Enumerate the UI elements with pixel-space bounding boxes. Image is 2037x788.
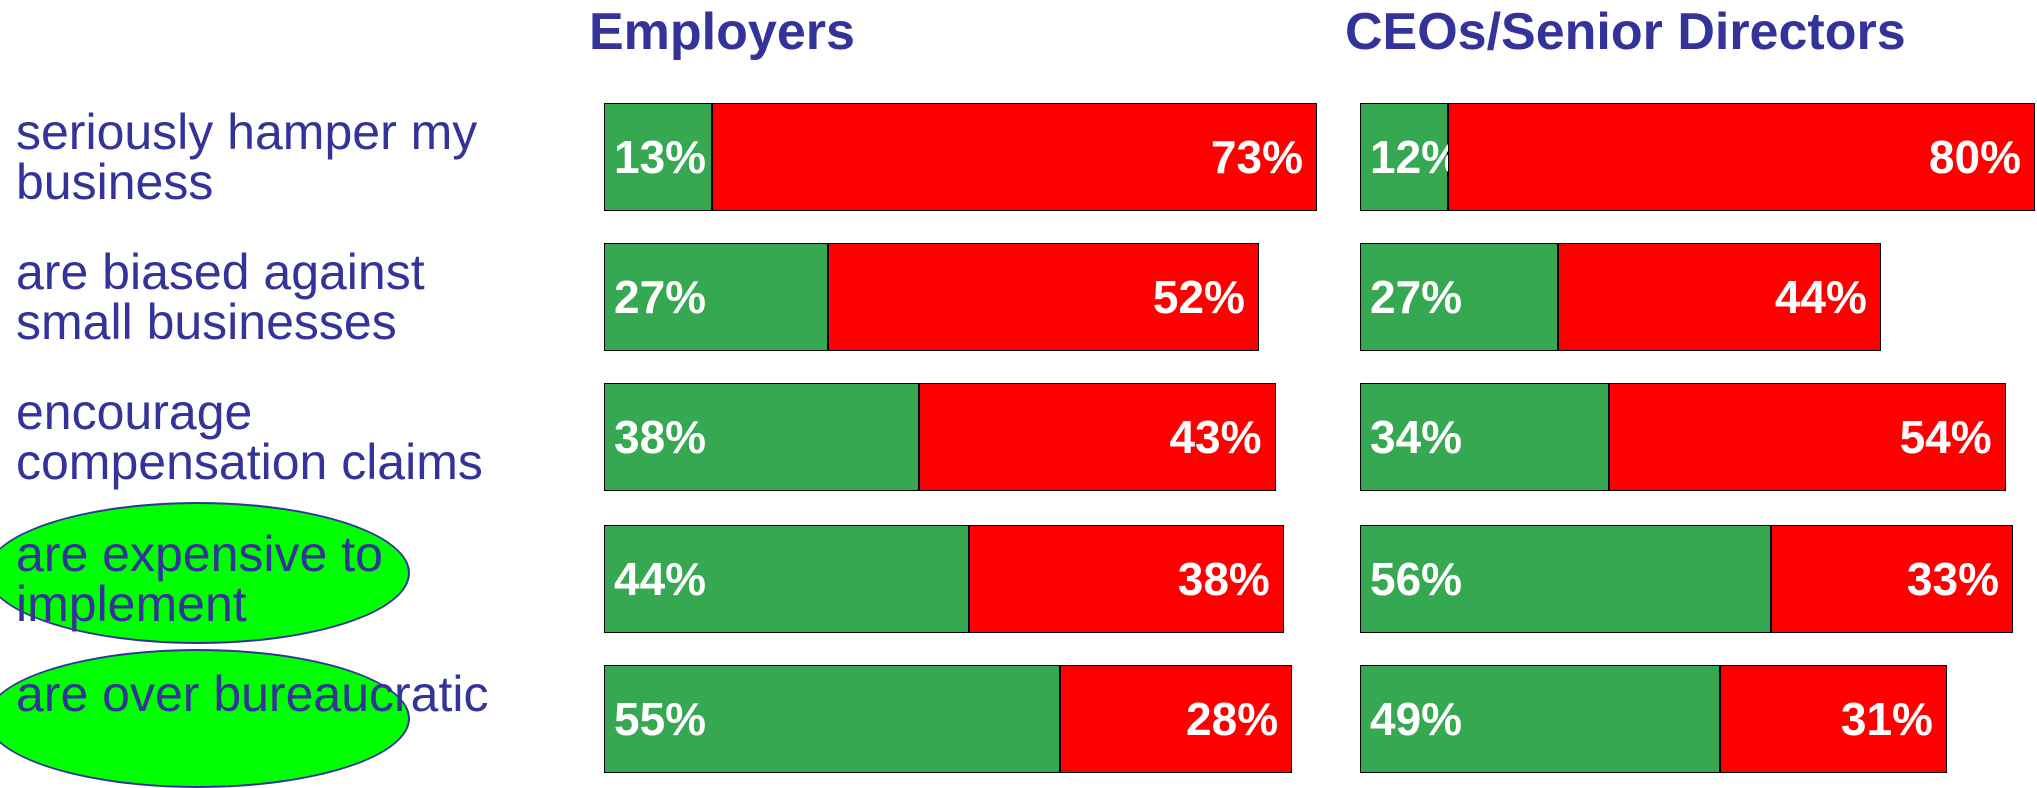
bar-segment (1609, 383, 2006, 491)
bar-segment (1360, 103, 1449, 211)
value-label: 38% (1177, 553, 1270, 605)
highlight-ellipse (0, 649, 410, 788)
value-label: 38% (614, 411, 707, 463)
value-label: 13% (614, 131, 707, 183)
bar-segment (1448, 103, 2035, 211)
bar-segment (604, 525, 969, 633)
bar-segment (1558, 243, 1881, 351)
bar-segment (827, 243, 1259, 351)
value-label: 80% (1928, 131, 2021, 183)
value-label: 54% (1899, 411, 1992, 463)
value-label: 34% (1370, 411, 1463, 463)
bar-segment (604, 243, 828, 351)
bar-segment (604, 383, 920, 491)
category-label: are biased against small businesses (16, 244, 425, 350)
value-label: 27% (1370, 271, 1463, 323)
value-label: 33% (1906, 553, 1999, 605)
category-label: encourage compensation claims (16, 384, 483, 490)
chart-title: CEOs/Senior Directors (1345, 3, 1906, 61)
value-label: 31% (1840, 693, 1933, 745)
bar-segment (1360, 525, 1771, 633)
bar-segment (604, 665, 1060, 773)
category-label: are expensive to implement (16, 526, 383, 632)
bar-segment (968, 525, 1284, 633)
highlight-ellipse (0, 502, 410, 644)
category-label: seriously hamper my business (16, 104, 478, 210)
bar-segment (1360, 243, 1559, 351)
chart-title: Employers (589, 3, 855, 61)
value-label: 43% (1169, 411, 1262, 463)
bar-segment (919, 383, 1276, 491)
value-label: 73% (1210, 131, 1303, 183)
value-label: 44% (614, 553, 707, 605)
bar-segment (1360, 665, 1720, 773)
bar-segment (1059, 665, 1293, 773)
value-label: 12% (1370, 131, 1463, 183)
category-label: are over bureaucratic (16, 666, 489, 722)
value-label: 56% (1370, 553, 1463, 605)
value-label: 27% (614, 271, 707, 323)
value-label: 55% (614, 693, 707, 745)
value-label: 44% (1774, 271, 1867, 323)
bar-segment (1719, 665, 1947, 773)
value-label: 49% (1370, 693, 1463, 745)
bar-segment (1360, 383, 1610, 491)
bar-segment (711, 103, 1317, 211)
bar-segment (1770, 525, 2013, 633)
bar-segment (604, 103, 712, 211)
value-label: 52% (1152, 271, 1245, 323)
value-label: 28% (1186, 693, 1279, 745)
